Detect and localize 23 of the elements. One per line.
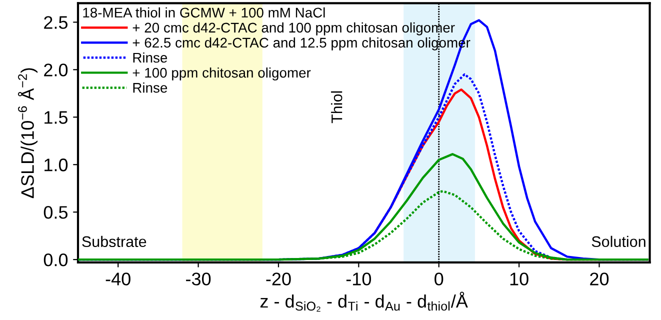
- annotation: Substrate: [82, 236, 146, 248]
- y-tick-label: 0.0: [44, 253, 68, 266]
- legend-label: + 20 cmc d42-CTAC and 100 ppm chitosan oligomer: [132, 22, 455, 36]
- x-tick-label: 10: [510, 272, 528, 286]
- legend-title: 18-MEA thiol in GCMW + 100 mM NaCl: [83, 7, 325, 18]
- x-tick-label: -30: [186, 272, 211, 286]
- legend-label: Rinse: [133, 52, 168, 63]
- text: z - d$_{SiO₂}$ - d$_{Ti}$ - d$_{Au}$ - d$_{thiol}$/Å: [260, 292, 468, 312]
- legend-label: + 100 ppm chitosan oligomer: [132, 67, 311, 80]
- y-tick-label: 2.0: [44, 64, 68, 76]
- x-tick-label: 20: [590, 272, 609, 286]
- annotation: Thiol: [331, 91, 342, 124]
- annotation: Solution: [592, 236, 646, 248]
- y-tick-label: 2.5: [44, 16, 68, 29]
- x-tick-label: -10: [346, 272, 372, 286]
- x-tick-label: 0: [434, 272, 444, 286]
- y-tick-label: 1.5: [44, 111, 68, 124]
- x-tick-label: -20: [266, 272, 291, 286]
- legend-label: Rinse: [133, 82, 168, 93]
- y-tick-label: 0.5: [44, 206, 68, 219]
- x-tick-label: -40: [106, 272, 130, 286]
- y-axis-title: ΔSLD/(10$^{−6}$ Å$^{−2}$): [18, 68, 38, 198]
- y-tick-label: 1.0: [44, 158, 68, 172]
